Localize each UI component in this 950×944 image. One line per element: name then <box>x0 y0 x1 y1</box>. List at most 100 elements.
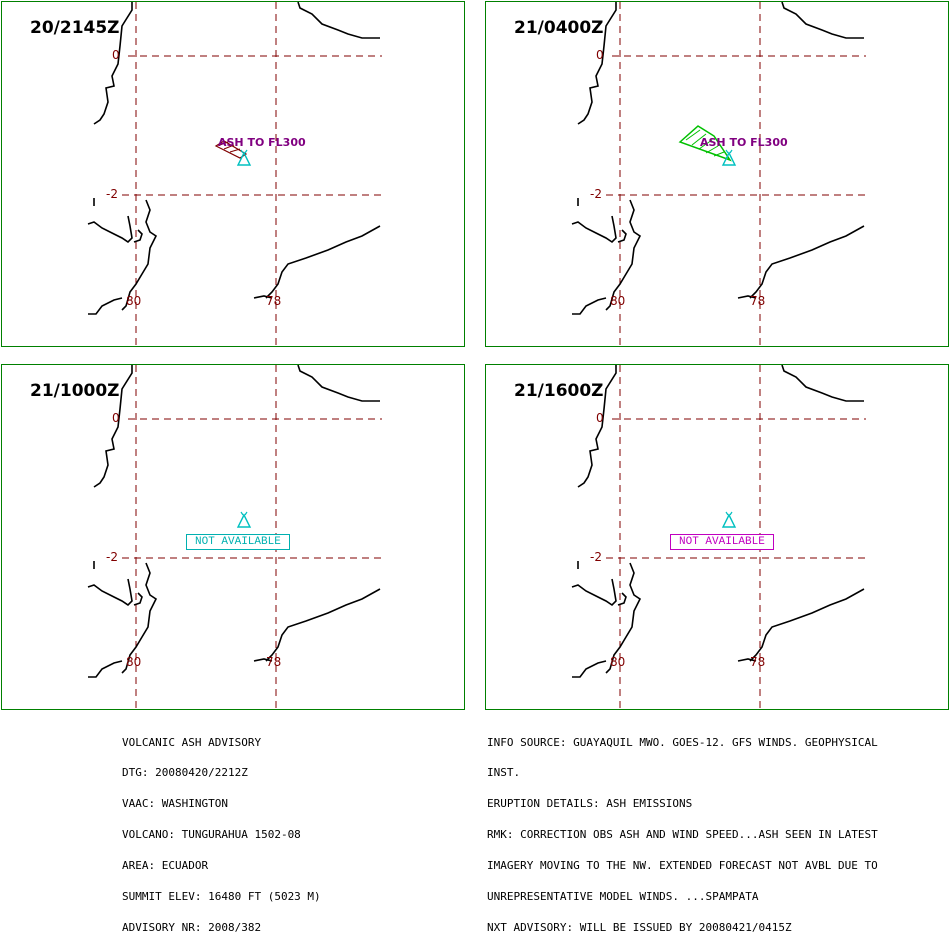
coast-segment <box>572 660 607 678</box>
map-panel-1: 20/2145Z ASH TO FL300 0 -2 80 78 <box>1 1 465 347</box>
ash-label: ASH TO FL300 <box>218 136 306 149</box>
map-canvas <box>87 2 382 346</box>
coast-segment <box>121 199 158 311</box>
coast-segment <box>133 592 143 606</box>
coast-segment <box>265 588 381 662</box>
coast-segment <box>577 365 617 488</box>
coast-segment <box>571 578 617 607</box>
map-panel-3: 21/1000Z NOT AVAILABLE 0 -2 80 78 <box>1 364 465 710</box>
coast-segment <box>617 592 627 606</box>
lon-label-left: 80 <box>610 655 626 669</box>
advisory-line: RMK: CORRECTION OBS ASH AND WIND SPEED..… <box>487 828 878 842</box>
coast-segment <box>749 225 865 299</box>
panel-time-label: 20/2145Z <box>30 18 120 38</box>
coastline <box>87 365 381 678</box>
coast-segment <box>749 588 865 662</box>
volcano-cone <box>721 513 737 528</box>
coastline <box>571 2 865 315</box>
coast-segment <box>737 295 757 299</box>
advisory-line: INST. <box>487 766 521 780</box>
volcano-icon <box>236 149 252 166</box>
advisory-line: SUMMIT ELEV: 16480 FT (5023 M) <box>122 890 321 904</box>
advisory-line: DTG: 20080420/2212Z <box>122 766 248 780</box>
advisory-line: VOLCANIC ASH ADVISORY <box>122 735 262 749</box>
advisory-line: ADVISORY NR: 2008/382 <box>122 920 262 934</box>
coast-segment <box>297 2 380 39</box>
advisory-line: IMAGERY MOVING TO THE NW. EXTENDED FOREC… <box>487 859 878 873</box>
coast-segment <box>88 297 123 315</box>
advisory-line: VAAC: WASHINGTON <box>122 797 228 811</box>
ash-label: ASH TO FL300 <box>700 136 788 149</box>
advisory-line: NXT ADVISORY: WILL BE ISSUED BY 20080421… <box>487 920 792 934</box>
ash-cloud-observed <box>214 140 248 159</box>
volcano-plume <box>240 149 244 154</box>
coast-segment <box>87 215 133 244</box>
lat-label-bottom: -2 <box>106 550 118 564</box>
coastline <box>571 365 865 678</box>
lon-label-right: 78 <box>750 294 766 308</box>
lon-label-left: 80 <box>610 294 626 308</box>
not-available-box: NOT AVAILABLE <box>186 534 290 550</box>
lat-label-bottom: -2 <box>590 187 602 201</box>
coast-segment <box>297 365 380 402</box>
advisory-line: AREA: ECUADOR <box>122 859 209 873</box>
lon-label-right: 78 <box>266 655 282 669</box>
coast-segment <box>572 297 607 315</box>
coast-segment <box>253 658 273 662</box>
volcano-icon <box>721 511 737 528</box>
volcano-icon <box>236 511 252 528</box>
coast-segment <box>737 658 757 662</box>
lat-label-bottom: -2 <box>590 550 602 564</box>
coast-segment <box>605 199 642 311</box>
lon-label-right: 78 <box>750 655 766 669</box>
lat-label-top: 0 <box>596 48 604 62</box>
volcano-plume <box>725 511 729 516</box>
coast-segment <box>93 2 133 125</box>
map-panel-4: 21/1600Z NOT AVAILABLE 0 -2 80 78 <box>485 364 949 710</box>
coast-segment <box>88 660 123 678</box>
map-panel-2: 21/0400Z ASH TO FL300 0 -2 80 78 <box>485 1 949 347</box>
lat-label-top: 0 <box>112 411 120 425</box>
lon-label-right: 78 <box>266 294 282 308</box>
advisory-header-block: VOLCANIC ASH ADVISORY DTG: 20080420/2212… <box>122 717 321 944</box>
volcano-cone <box>721 151 737 166</box>
coast-segment <box>253 295 273 299</box>
coast-segment <box>577 2 617 125</box>
advisory-line: VOLCANO: TUNGURAHUA 1502-08 <box>122 828 301 842</box>
coast-segment <box>781 2 864 39</box>
volcano-plume <box>240 511 244 516</box>
volcano-cone <box>236 151 252 166</box>
advisory-line: ERUPTION DETAILS: ASH EMISSIONS <box>487 797 693 811</box>
volcano-cone <box>236 513 252 528</box>
coast-segment <box>93 365 133 488</box>
panel-time-label: 21/1000Z <box>30 381 120 401</box>
coast-segment <box>617 229 627 243</box>
coast-segment <box>781 365 864 402</box>
lat-label-top: 0 <box>112 48 120 62</box>
advisory-details-block: INFO SOURCE: GUAYAQUIL MWO. GOES-12. GFS… <box>487 717 878 944</box>
panel-time-label: 21/1600Z <box>514 381 604 401</box>
map-canvas <box>571 2 866 346</box>
lat-lon-grid <box>122 2 382 346</box>
volcano-plume <box>244 511 248 516</box>
lat-label-bottom: -2 <box>106 187 118 201</box>
lon-label-left: 80 <box>126 655 142 669</box>
coast-segment <box>133 229 143 243</box>
volcano-plume <box>729 149 733 154</box>
lat-lon-grid <box>606 2 866 346</box>
volcano-plume <box>725 149 729 154</box>
advisory-line: INFO SOURCE: GUAYAQUIL MWO. GOES-12. GFS… <box>487 735 878 749</box>
advisory-line: UNREPRESENTATIVE MODEL WINDS. ...SPAMPAT… <box>487 890 759 904</box>
coastline <box>87 2 381 315</box>
coast-segment <box>265 225 381 299</box>
volcano-plume <box>244 149 248 154</box>
volcano-icon <box>721 149 737 166</box>
coast-segment <box>605 562 642 674</box>
panel-time-label: 21/0400Z <box>514 18 604 38</box>
volcano-plume <box>729 511 733 516</box>
coast-segment <box>121 562 158 674</box>
coast-segment <box>87 578 133 607</box>
lon-label-left: 80 <box>126 294 142 308</box>
coast-segment <box>571 215 617 244</box>
map-canvas <box>571 365 866 709</box>
